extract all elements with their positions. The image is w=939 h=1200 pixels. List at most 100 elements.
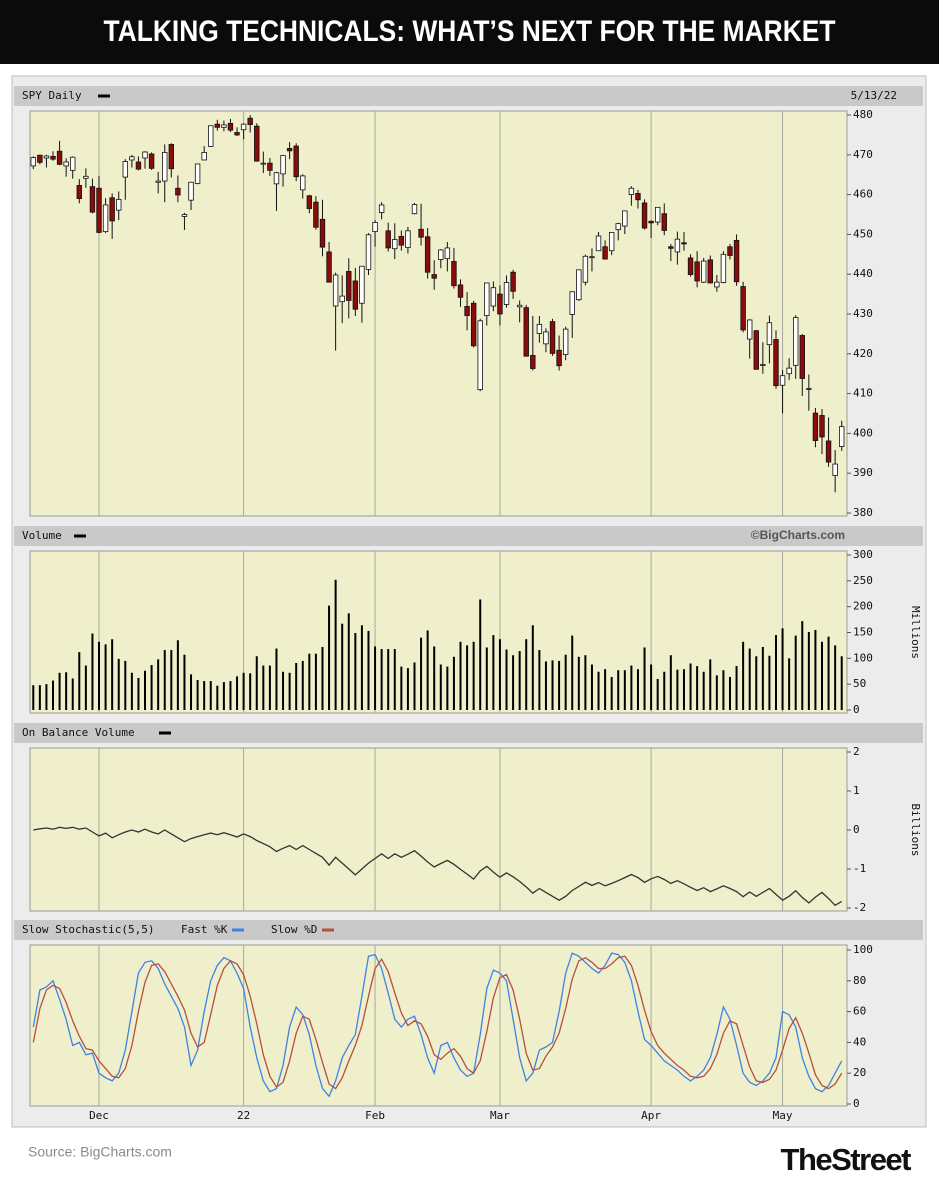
volume-bar: [597, 671, 600, 710]
candle-body: [602, 246, 608, 260]
volume-bar: [236, 676, 239, 710]
candle-body: [628, 187, 635, 195]
volume-bar: [380, 649, 383, 710]
candle-body: [727, 246, 733, 256]
candle-body: [385, 230, 391, 249]
candle-body: [595, 235, 602, 252]
panel-title: On Balance Volume: [22, 726, 135, 739]
volume-bar: [275, 648, 278, 710]
candle-body: [201, 152, 207, 161]
chart-credit: ©BigCharts.com: [751, 528, 845, 542]
y-tick-label: 470: [853, 148, 873, 161]
candle-body: [175, 187, 181, 196]
volume-bar: [321, 646, 324, 710]
candle-body: [50, 155, 56, 160]
volume-bar: [643, 647, 646, 710]
y-tick-label: 440: [853, 267, 873, 280]
volume-bar: [650, 664, 653, 710]
volume-bar: [466, 645, 469, 710]
y-tick-label: 0: [853, 1097, 860, 1110]
candle-body: [286, 148, 293, 152]
volume-bar: [538, 650, 541, 710]
volume-bar: [406, 668, 409, 710]
candle-body: [392, 239, 398, 250]
candle-body: [194, 163, 201, 184]
volume-bar: [341, 623, 344, 710]
volume-bar: [755, 656, 758, 710]
y-tick-label: 150: [853, 626, 873, 639]
volume-bar: [229, 681, 232, 710]
volume-bar: [170, 650, 173, 710]
candle-body: [720, 253, 727, 283]
candle-body: [457, 284, 464, 298]
volume-bar: [183, 654, 186, 710]
volume-bar: [663, 671, 666, 710]
candle-body: [142, 151, 148, 159]
volume-bar: [518, 651, 521, 710]
candle-body: [56, 150, 63, 165]
candle-body: [641, 202, 648, 229]
candle-body: [214, 123, 221, 128]
candle-body: [273, 172, 280, 185]
candle-body: [589, 256, 595, 259]
y-tick-label: 410: [853, 387, 873, 400]
header-bar: [0, 0, 939, 64]
volume-bar: [32, 685, 35, 710]
candle-body: [793, 317, 799, 366]
candle-body: [714, 281, 720, 288]
y-tick-label: 40: [853, 1035, 866, 1048]
volume-bar: [728, 676, 731, 710]
candle-body: [648, 220, 654, 224]
y-axis-label: Millions: [909, 606, 922, 659]
volume-bar: [636, 669, 639, 710]
candle-body: [510, 271, 516, 292]
volume-bar: [459, 641, 462, 710]
y-tick-label: 450: [853, 227, 873, 240]
data-line: [32, 955, 843, 1090]
candle-body: [280, 155, 286, 175]
candle-body: [674, 238, 681, 253]
candle-body: [700, 260, 707, 283]
candle-body: [405, 230, 411, 248]
volume-bar: [623, 670, 626, 710]
volume-bar: [696, 666, 699, 710]
candle-body: [438, 249, 444, 260]
volume-bar: [413, 662, 416, 710]
volume-bar: [820, 641, 823, 710]
volume-bar: [827, 636, 830, 710]
source-note: Source: BigCharts.com: [28, 1144, 172, 1160]
volume-bar: [525, 639, 528, 710]
candle-body: [30, 157, 36, 167]
candle-body: [523, 307, 529, 357]
volume-bar: [426, 630, 429, 710]
x-tick-label: Feb: [365, 1109, 385, 1122]
candle-body: [293, 145, 299, 178]
panel-header: [14, 723, 923, 743]
volume-bar: [682, 669, 685, 710]
volume-bar: [742, 641, 745, 710]
plot-area: [29, 944, 848, 1107]
candle-body: [221, 124, 227, 128]
y-tick-label: 100: [853, 943, 873, 956]
y-tick-label: 0: [853, 823, 860, 836]
candle-body: [615, 223, 621, 231]
volume-bar: [288, 672, 291, 710]
y-tick-label: 390: [853, 466, 873, 479]
volume-bar: [801, 621, 804, 710]
candle-body: [779, 375, 786, 386]
panel-title: Volume: [22, 529, 62, 542]
candle-body: [63, 161, 69, 167]
volume-bar: [617, 670, 620, 710]
volume-bar: [584, 655, 587, 710]
volume-bar: [144, 670, 147, 710]
candle-body: [155, 180, 161, 183]
y-tick-label: 300: [853, 548, 873, 561]
candle-body: [89, 186, 96, 213]
candle-body: [490, 287, 497, 307]
candle-body: [424, 236, 431, 273]
volume-bar: [531, 625, 534, 710]
volume-bar: [558, 660, 561, 710]
candle-body: [148, 153, 155, 169]
data-line: [32, 952, 843, 1098]
